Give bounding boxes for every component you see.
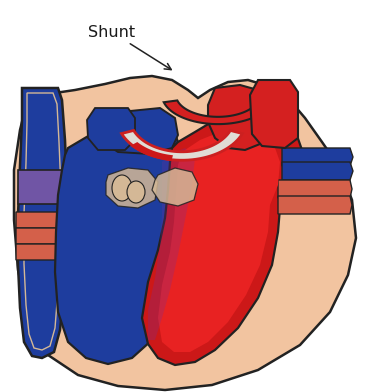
Polygon shape <box>208 85 268 150</box>
Text: Shunt: Shunt <box>88 25 171 70</box>
Ellipse shape <box>127 181 145 203</box>
Polygon shape <box>16 228 70 244</box>
Polygon shape <box>18 170 82 204</box>
Polygon shape <box>130 142 173 161</box>
Polygon shape <box>250 80 298 148</box>
Polygon shape <box>282 148 353 166</box>
Polygon shape <box>278 196 352 214</box>
Polygon shape <box>55 118 184 364</box>
Polygon shape <box>142 108 302 365</box>
Polygon shape <box>98 108 178 154</box>
Ellipse shape <box>112 175 132 201</box>
Polygon shape <box>158 128 280 352</box>
Polygon shape <box>16 244 70 260</box>
Polygon shape <box>16 212 70 228</box>
Polygon shape <box>87 108 135 150</box>
Polygon shape <box>24 93 61 350</box>
Polygon shape <box>122 131 242 160</box>
Polygon shape <box>282 162 353 180</box>
Polygon shape <box>106 168 158 208</box>
Polygon shape <box>14 76 356 390</box>
Polygon shape <box>148 148 195 340</box>
Polygon shape <box>18 88 67 358</box>
Polygon shape <box>152 168 198 206</box>
Polygon shape <box>278 180 352 198</box>
Polygon shape <box>164 100 272 124</box>
